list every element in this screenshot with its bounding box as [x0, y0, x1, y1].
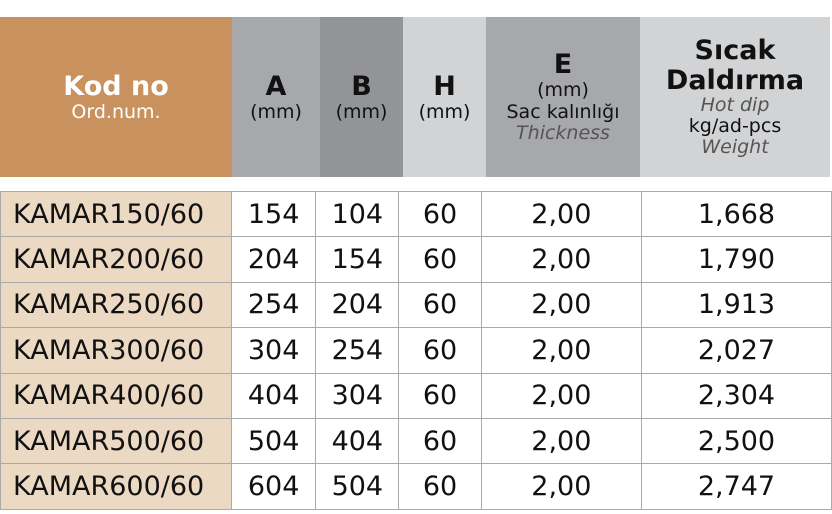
- a-unit: (mm): [250, 100, 302, 123]
- cell-b: 404: [315, 417, 400, 465]
- cell-h: 60: [398, 281, 482, 329]
- weight-unit: kg/ad-pcs: [688, 115, 782, 138]
- product-table: KAMAR150/60 154 104 60 2,00 1,668 KAMAR200/60 2…: [0, 190, 832, 510]
- e-title: E: [553, 48, 573, 80]
- cell-h: 60: [398, 327, 482, 374]
- cell-weight: 2,500: [640, 417, 832, 465]
- cell-code: KAMAR150/60: [0, 190, 232, 238]
- cell-b: 104: [315, 190, 400, 238]
- cell-code: KAMAR250/60: [0, 281, 232, 329]
- e-unit: (mm): [537, 78, 589, 101]
- cell-a: 204: [230, 236, 317, 283]
- cell-weight: 2,027: [640, 327, 832, 374]
- cell-weight: 1,790: [640, 236, 832, 283]
- cell-a: 404: [230, 372, 317, 419]
- cell-b: 154: [315, 236, 400, 283]
- e-label-tr: Sac kalınlığı: [506, 100, 620, 123]
- cell-h: 60: [398, 236, 482, 283]
- header-a: A (mm): [232, 17, 320, 177]
- header-b: B (mm): [320, 17, 403, 177]
- table-row: KAMAR200/60 204 154 60 2,00 1,790: [0, 236, 832, 283]
- h-unit: (mm): [418, 100, 471, 123]
- header-code: Kod no Ord.num.: [0, 17, 232, 177]
- header-e: E (mm) Sac kalınlığı Thickness: [486, 17, 640, 177]
- e-label-en: Thickness: [516, 122, 610, 145]
- cell-code: KAMAR200/60: [0, 236, 232, 283]
- cell-weight: 1,668: [640, 190, 832, 238]
- header-h: H (mm): [403, 17, 486, 177]
- table-row: KAMAR400/60 404 304 60 2,00 2,304: [0, 372, 832, 419]
- header-weight: Sıcak Daldırma Hot dip kg/ad-pcs Weight: [640, 17, 830, 177]
- cell-a: 504: [230, 417, 317, 465]
- code-subtitle: Ord.num.: [71, 100, 161, 123]
- cell-a: 154: [230, 190, 317, 238]
- cell-b: 304: [315, 372, 400, 419]
- weight-title-1: Sıcak: [694, 34, 776, 66]
- table-row: KAMAR150/60 154 104 60 2,00 1,668: [0, 190, 832, 238]
- cell-b: 254: [315, 327, 400, 374]
- b-title: B: [351, 70, 372, 102]
- cell-a: 304: [230, 327, 317, 374]
- cell-h: 60: [398, 417, 482, 465]
- cell-code: KAMAR500/60: [0, 417, 232, 465]
- weight-en-1: Hot dip: [700, 94, 770, 117]
- cell-a: 604: [230, 463, 317, 510]
- cell-weight: 2,747: [640, 463, 832, 510]
- cell-e: 2,00: [480, 463, 642, 510]
- cell-e: 2,00: [480, 327, 642, 374]
- cell-a: 254: [230, 281, 317, 329]
- cell-e: 2,00: [480, 372, 642, 419]
- cell-e: 2,00: [480, 281, 642, 329]
- weight-en-2: Weight: [701, 136, 769, 159]
- cell-e: 2,00: [480, 236, 642, 283]
- table-row: KAMAR600/60 604 504 60 2,00 2,747: [0, 463, 832, 510]
- cell-e: 2,00: [480, 190, 642, 238]
- a-title: A: [265, 70, 287, 102]
- cell-h: 60: [398, 190, 482, 238]
- cell-weight: 2,304: [640, 372, 832, 419]
- cell-b: 204: [315, 281, 400, 329]
- cell-code: KAMAR400/60: [0, 372, 232, 419]
- b-unit: (mm): [335, 100, 388, 123]
- cell-h: 60: [398, 463, 482, 510]
- code-title: Kod no: [63, 70, 169, 102]
- cell-weight: 1,913: [640, 281, 832, 329]
- table-row: KAMAR250/60 254 204 60 2,00 1,913: [0, 281, 832, 329]
- cell-code: KAMAR300/60: [0, 327, 232, 374]
- cell-code: KAMAR600/60: [0, 463, 232, 510]
- cell-b: 504: [315, 463, 400, 510]
- weight-title-2: Daldırma: [665, 64, 805, 96]
- cell-h: 60: [398, 372, 482, 419]
- table-row: KAMAR300/60 304 254 60 2,00 2,027: [0, 327, 832, 374]
- h-title: H: [433, 70, 456, 102]
- cell-e: 2,00: [480, 417, 642, 465]
- table-row: KAMAR500/60 504 404 60 2,00 2,500: [0, 417, 832, 465]
